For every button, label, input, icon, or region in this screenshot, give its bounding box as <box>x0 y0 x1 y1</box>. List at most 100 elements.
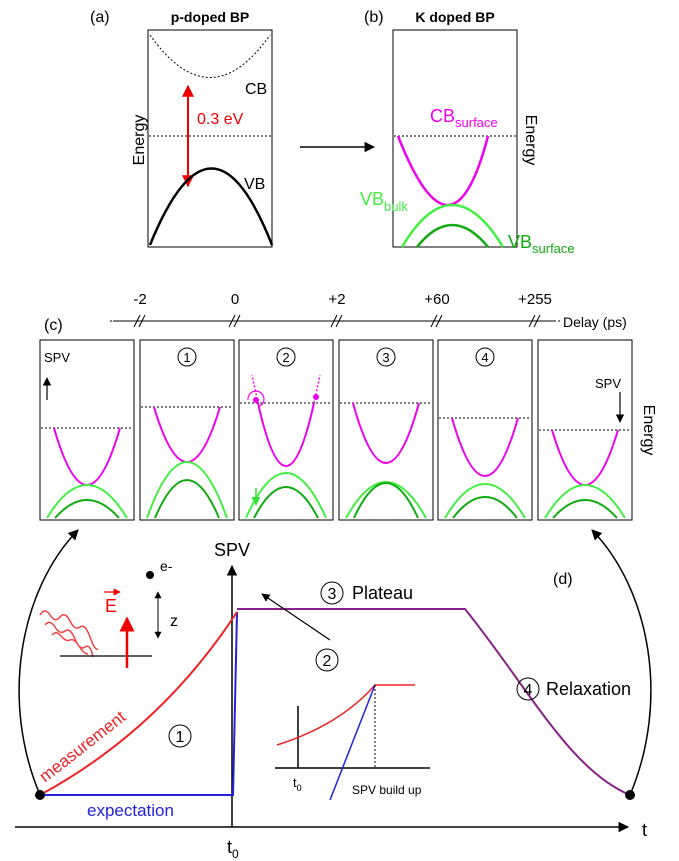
panel-label: (c) <box>44 317 63 334</box>
vb-surface-band <box>416 223 489 248</box>
panel-title: p-doped BP <box>171 9 250 25</box>
field-label: E <box>105 596 117 616</box>
panel-c: (c) Delay (ps) Energy -2 0 +2 +60 +255 1 2 3 4 SP… <box>39 291 657 521</box>
band-box <box>238 339 334 521</box>
gap-label: 0.3 eV <box>197 111 244 128</box>
vb-bulk-band <box>146 461 228 519</box>
vb-band <box>148 167 274 246</box>
expectation-curve <box>40 611 238 796</box>
band-box <box>147 29 273 248</box>
vb-bulk-band <box>400 203 505 248</box>
vb-surface-band <box>253 486 319 519</box>
delay-tick-label: 0 <box>231 291 239 308</box>
vb-surface-band <box>452 496 518 519</box>
inset-measurement <box>276 684 415 746</box>
axis-label: Energy <box>640 405 657 456</box>
timeline-break <box>330 314 343 328</box>
step-circle <box>516 677 540 701</box>
t0-label: t0 <box>227 837 239 861</box>
step-number: 2 <box>282 350 289 365</box>
axis-label: Energy <box>522 115 539 166</box>
panel-label: (d) <box>553 571 573 588</box>
curved-arrow <box>18 529 79 796</box>
step-number: 3 <box>382 350 389 365</box>
cb-band <box>257 402 315 467</box>
scatter-arrow <box>247 390 265 407</box>
build-up-label: SPV build up <box>352 783 422 797</box>
vb-bulk-band <box>544 484 626 519</box>
axis-label: Energy <box>131 115 148 166</box>
step-circle <box>168 724 192 748</box>
panel-b: (b) K doped BP CBsurface VBbulk VBsurfac… <box>360 9 575 256</box>
band-box <box>39 339 135 521</box>
panel-title: K doped BP <box>415 9 494 25</box>
vb-surface-band <box>154 479 220 519</box>
step-number: 1 <box>183 350 190 365</box>
cb-band <box>551 429 619 486</box>
vb-surface-band <box>54 499 120 519</box>
cb-band <box>352 402 420 464</box>
spv-label: SPV <box>595 376 621 391</box>
plateau-curve <box>237 608 631 796</box>
delay-tick-label: -2 <box>133 291 146 308</box>
vb-surface-label: VBsurface <box>508 232 575 256</box>
panel-a: (a) p-doped BP CB 0.3 eV VB Energy <box>90 9 274 248</box>
step-circle <box>276 347 296 367</box>
timeline-break <box>133 314 146 328</box>
carrier <box>253 397 259 403</box>
step-number: 4 <box>524 682 533 699</box>
carrier <box>313 394 319 400</box>
x-axis-label: t <box>642 820 647 840</box>
delay-tick-label: +2 <box>328 291 345 308</box>
timeline-break <box>528 314 541 328</box>
step-circle <box>376 347 396 367</box>
panel-d: (d) t SPV t0 measurement expectation 1 3… <box>15 529 652 861</box>
vb-bulk-label: VBbulk <box>360 189 408 214</box>
inset-t0: t0 <box>293 775 302 793</box>
cb-band <box>149 34 271 78</box>
curved-arrow <box>591 529 652 796</box>
cb-label: CBsurface <box>430 106 498 130</box>
vb-bulk-band <box>345 481 427 519</box>
cb-surface-band <box>396 135 490 206</box>
step-circle <box>315 648 339 672</box>
cb-label: CB <box>245 81 267 98</box>
vb-bulk-band <box>46 484 128 519</box>
expectation-label: expectation <box>87 801 174 820</box>
plateau-label: Plateau <box>352 583 413 603</box>
z-label: z <box>170 613 178 630</box>
delay-tick-label: +255 <box>518 291 552 308</box>
relaxation-label: Relaxation <box>546 679 631 699</box>
inset-arrow <box>261 593 331 641</box>
panel-label: (a) <box>90 9 110 26</box>
inset-expectation <box>329 684 376 801</box>
band-box <box>537 339 633 521</box>
step-circle <box>475 347 495 367</box>
spv-label: SPV <box>44 350 70 365</box>
measurement-curve <box>39 611 238 796</box>
vb-bulk-band <box>444 483 526 519</box>
band-box <box>392 29 518 248</box>
cb-extension <box>251 374 321 404</box>
y-axis-label: SPV <box>214 540 250 560</box>
step-number: 3 <box>328 586 337 603</box>
step-circle <box>320 581 344 605</box>
vb-surface-band <box>353 482 419 519</box>
electron-label: e- <box>160 558 173 574</box>
step-number: 4 <box>481 350 488 365</box>
band-box <box>139 339 235 521</box>
step-number: 1 <box>176 729 185 746</box>
vb-label: VB <box>244 176 265 193</box>
cb-band <box>53 427 121 486</box>
step-number: 2 <box>323 653 332 670</box>
laser-wave <box>39 610 99 658</box>
cb-band <box>451 417 519 477</box>
step-circle <box>177 347 197 367</box>
panel-label: (b) <box>364 9 384 26</box>
cb-band <box>153 406 221 463</box>
band-box <box>437 339 533 521</box>
electron <box>146 571 154 579</box>
band-box <box>338 339 434 521</box>
timeline-break <box>430 314 443 328</box>
